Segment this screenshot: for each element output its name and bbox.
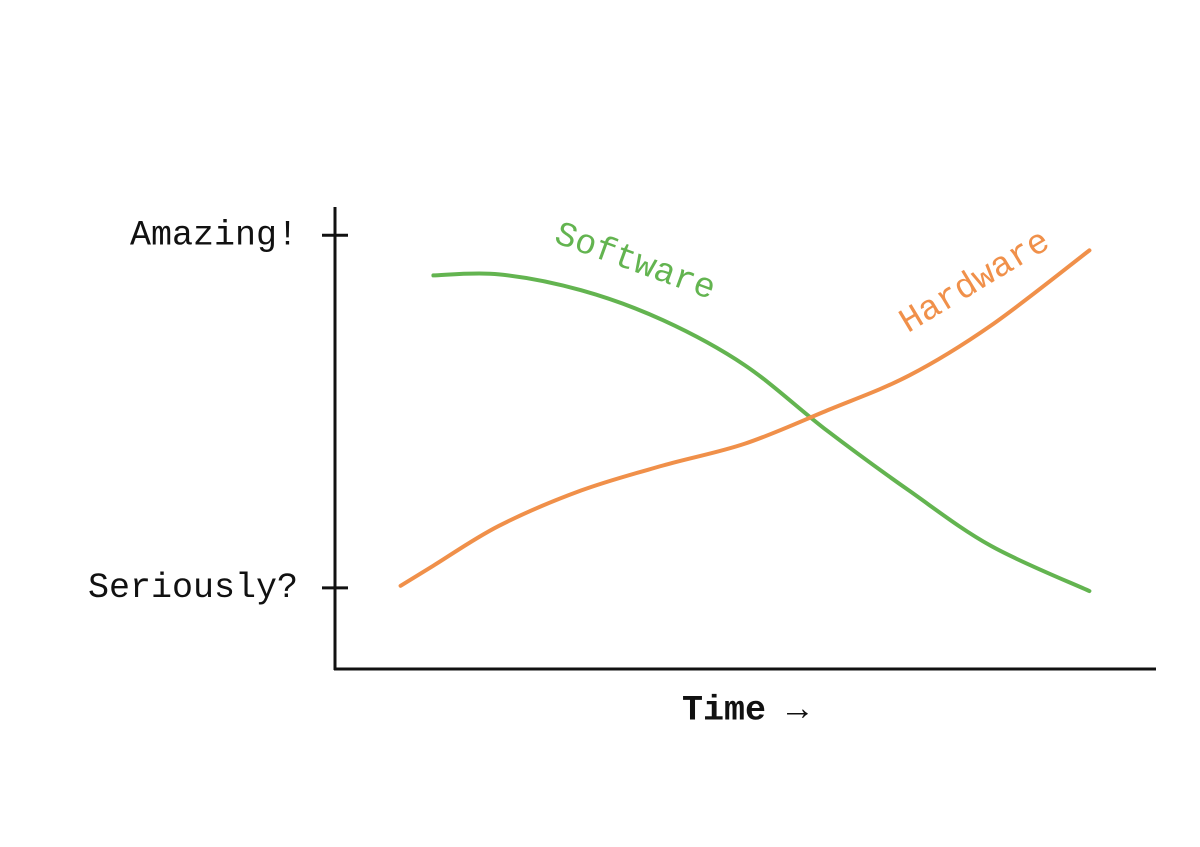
series-line [431, 271, 1092, 594]
series-line [398, 248, 1092, 588]
y-tick-label: Amazing! [130, 215, 298, 255]
x-axis-label: Time → [682, 690, 808, 730]
y-tick-label: Seriously? [88, 568, 298, 608]
